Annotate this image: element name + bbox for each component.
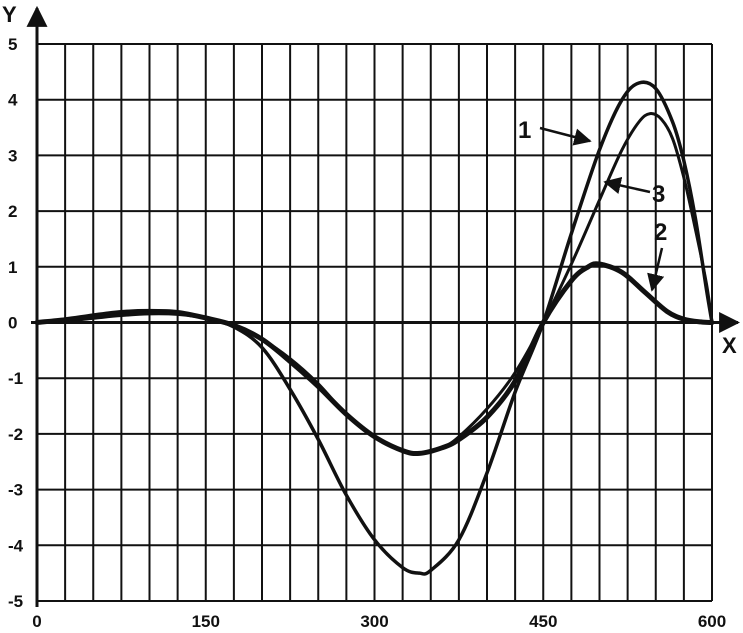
y-tick-label: 3 [8,146,17,165]
x-tick-label: 450 [529,612,557,631]
x-axis-title: X [722,333,737,358]
annotation-arrow-1 [539,126,592,146]
x-tick-label: 0 [32,612,41,631]
annotation-label-3: 3 [652,181,665,208]
annotation-label-2: 2 [654,219,667,246]
y-tick-label: -1 [8,369,23,388]
x-tick-label: 150 [192,612,220,631]
y-tick-label: -2 [8,425,23,444]
annotations: 1 3 2 [518,117,667,292]
y-axis-title: Y [2,2,17,27]
y-tick-label: 5 [8,35,17,54]
series-line-3 [35,112,714,456]
y-tick-label: 1 [8,258,17,277]
y-tick-label: 0 [8,314,17,333]
annotation-arrow-3 [603,176,651,194]
y-tick-label: -4 [8,536,24,555]
y-tick-label: 2 [8,202,17,221]
annotation-arrow-2 [647,247,665,292]
axes [26,5,741,607]
x-tick-label: 300 [360,612,388,631]
x-tick-label: 600 [698,612,726,631]
series-layer [34,80,715,576]
annotation-label-1: 1 [518,117,531,144]
y-tick-label: -5 [8,592,23,611]
y-tick-label: 4 [8,91,18,110]
y-tick-label: -3 [8,481,23,500]
